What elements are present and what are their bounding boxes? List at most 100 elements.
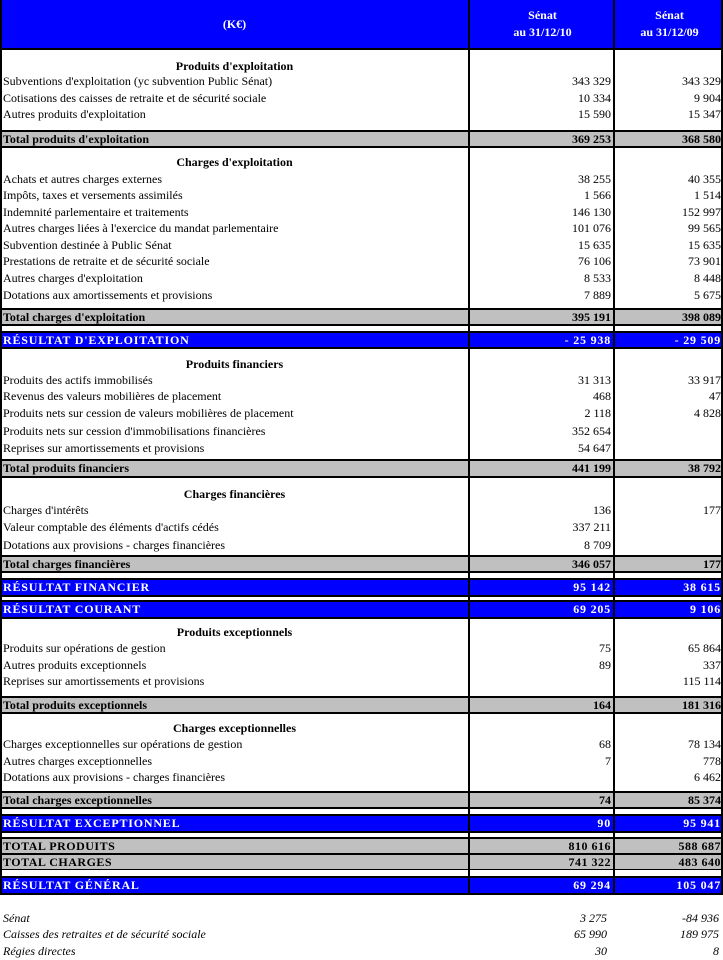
result-row: RÉSULTAT GÉNÉRAL 69 294 105 047 [0,876,723,895]
value-2010: 10 334 [578,90,611,105]
value-2009: 1 514 [694,187,721,202]
table-row: Cotisations des caisses de retraite et d… [0,90,723,106]
section-row: Charges exceptionnelles [0,720,723,736]
row-label: Achats et autres charges externes [3,171,163,186]
value-2009: 8 448 [694,270,721,285]
table-row: Produits nets sur cession de valeurs mob… [0,405,723,421]
table-row: Autres produits exceptionnels 89 337 [0,657,723,673]
value-2010: 3 275 [580,910,607,925]
italic-row: Sénat 3 275 -84 936 [0,910,723,926]
row-label: Total charges exceptionnelles [3,792,152,807]
value-2010: 65 990 [574,926,607,941]
value-2009: 588 687 [678,838,721,853]
value-2010 [469,356,611,372]
table-row: Reprises sur amortissements et provision… [0,673,723,689]
value-2009 [614,423,721,439]
result-row: RÉSULTAT FINANCIER 95 142 38 615 [0,578,723,597]
row-label: RÉSULTAT COURANT [3,602,142,616]
value-2009: 99 565 [688,220,721,235]
row-label: Revenus des valeurs mobilières de placem… [3,388,222,403]
table-row: Subventions d'exploitation (yc subventio… [0,73,723,89]
column-header-2009-line2: au 31/12/09 [640,25,699,39]
table-row: Produits des actifs immobilisés 31 313 33 … [0,372,723,388]
value-2009: 95 941 [683,816,721,830]
value-2010: 369 253 [572,131,611,146]
value-2009: 9 904 [694,90,721,105]
value-2010: 69 205 [573,602,611,616]
value-2010 [469,58,611,74]
row-label: Charges d'intérêts [3,502,89,517]
italic-row: Caisses des retraites et de sécurité soc… [0,926,723,942]
row-label: Autres produits exceptionnels [3,657,147,672]
row-label: Dotations aux provisions - charges finan… [3,537,226,552]
row-label: Charges exceptionnelles sur opérations d… [3,736,243,751]
value-2010 [469,769,611,785]
value-2010: 346 057 [572,556,611,571]
value-2010: 343 329 [572,73,611,88]
value-2009 [614,440,721,457]
row-label: Produits financiers [185,356,284,371]
row-label: Produits exceptionnels [176,624,293,639]
value-2009: 115 114 [682,673,721,688]
row-label: Produits sur opérations de gestion [3,640,166,655]
row-label: TOTAL PRODUITS [3,838,116,853]
table-row: Impôts, taxes et versements assimilés 1 5… [0,187,723,203]
value-2009: - 29 509 [674,332,721,347]
value-2010: 76 106 [578,253,611,268]
table-row: Revenus des valeurs mobilières de placem… [0,388,723,404]
row-label: Dotations aux provisions - charges finan… [3,769,226,784]
italic-row: Régies directes 30 8 [0,943,723,959]
column-header-2010-line2: au 31/12/10 [513,25,572,39]
value-2009: 5 675 [694,287,721,302]
value-2010: 75 [599,640,611,655]
row-label: RÉSULTAT FINANCIER [3,580,150,594]
row-label: Produits des actifs immobilisés [3,372,153,387]
row-label: Autres charges exceptionnelles [3,753,153,768]
value-2009: 181 316 [682,697,721,712]
row-label: Impôts, taxes et versements assimilés [3,187,183,202]
table-row: Charges exceptionnelles sur opérations d… [0,736,723,752]
value-2010: 7 [605,753,611,768]
value-2009: 368 580 [682,131,721,146]
value-2009 [614,720,721,736]
value-2009: 9 106 [690,602,721,616]
table-row: Produits sur opérations de gestion 75 65 8… [0,640,723,656]
column-divider-2 [613,0,615,895]
section-row: Charges financières [0,486,723,502]
value-2009 [614,519,721,535]
table-row: Subvention destinée à Public Sénat 15 635… [0,237,723,253]
value-2010: 2 118 [584,405,611,420]
value-2010: 164 [593,697,611,712]
value-2009: 177 [703,502,721,517]
value-2009: 15 347 [688,106,721,121]
value-2009: -84 936 [682,910,719,925]
row-label: Régies directes [3,943,76,958]
value-2009: 4 828 [694,405,721,420]
value-2009: 337 [703,657,721,672]
row-label: TOTAL CHARGES [3,854,113,869]
value-2010: 468 [593,388,611,403]
row-label: Charges financières [183,486,286,501]
value-2009: 73 901 [688,253,721,268]
column-header-2010: Sénat au 31/12/10 [471,0,614,48]
value-2010: 146 130 [572,204,611,219]
table-row: Autres charges exceptionnelles 7 778 [0,753,723,769]
table-row: Autres produits d'exploitation 15 590 15 3… [0,106,723,122]
section-row: Produits d'exploitation [0,58,723,74]
value-2010: 89 [599,657,611,672]
value-2010: 1 566 [584,187,611,202]
value-2010: 54 647 [578,441,611,455]
value-2010 [469,624,611,640]
row-label: Subventions d'exploitation (yc subventio… [3,73,273,88]
value-2009 [614,624,721,640]
value-2010: 7 889 [584,287,611,302]
value-2009: 78 134 [688,736,721,751]
section-row: Charges d'exploitation [0,154,723,170]
total-row: Total produits financiers 441 199 38 792 [0,459,723,478]
value-2009: 85 374 [688,792,721,807]
value-2010: 352 654 [572,423,611,438]
value-2010: 810 616 [568,838,611,853]
table-row: Prestations de retraite et de sécurité s… [0,253,723,269]
row-label: Autres produits d'exploitation [3,106,146,121]
row-label: Autres charges liées à l'exercice du man… [3,220,279,235]
